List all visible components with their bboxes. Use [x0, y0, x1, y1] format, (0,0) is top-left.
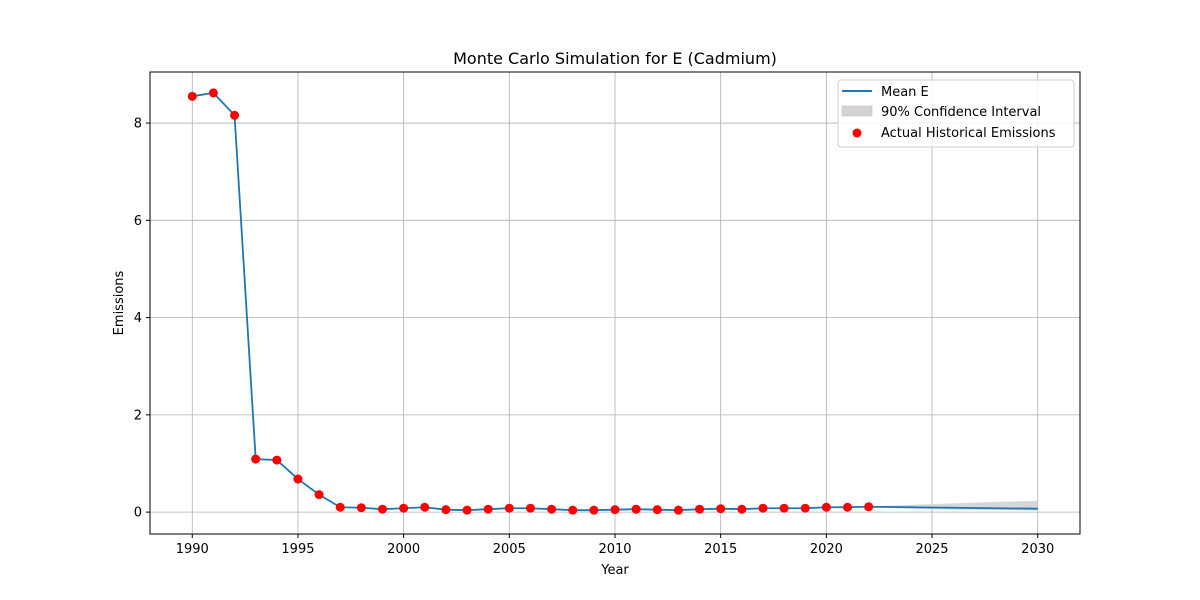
scatter-point	[314, 490, 324, 500]
scatter-point	[864, 502, 874, 512]
x-tick-label: 2015	[704, 542, 737, 557]
scatter-point	[758, 503, 768, 513]
x-tick-label: 2005	[493, 542, 526, 557]
x-tick-label: 1995	[281, 542, 314, 557]
scatter-point	[420, 502, 430, 512]
scatter-point	[293, 474, 303, 484]
x-tick-label: 2000	[387, 542, 420, 557]
scatter-point	[272, 455, 282, 465]
scatter-point	[504, 503, 514, 513]
scatter-point	[399, 503, 409, 513]
x-axis-label: Year	[600, 563, 629, 578]
scatter-point	[187, 91, 197, 101]
legend-mean-label: Mean E	[881, 85, 929, 100]
scatter-point	[652, 505, 662, 515]
scatter-point	[737, 504, 747, 514]
scatter-point	[251, 454, 261, 464]
x-tick-label: 2020	[810, 542, 843, 557]
x-tick-label: 1990	[176, 542, 209, 557]
scatter-point	[631, 504, 641, 514]
x-tick-label: 2030	[1021, 542, 1054, 557]
scatter-point	[441, 505, 451, 515]
scatter-point	[589, 505, 599, 515]
scatter-point	[525, 503, 535, 513]
scatter-point	[779, 503, 789, 513]
scatter-point	[800, 503, 810, 513]
legend-band-label: 90% Confidence Interval	[881, 105, 1041, 120]
scatter-point	[230, 110, 240, 120]
scatter-point	[821, 502, 831, 512]
scatter-point	[843, 502, 852, 512]
legend-scatter-swatch	[852, 128, 862, 138]
scatter-point	[462, 505, 472, 515]
mean-line	[192, 92, 1038, 512]
axis-ticks: 1990 1995 2000 2005 2010 2015 2020 2025 2030 0 2 4 6…	[134, 117, 1055, 557]
y-tick-label: 4	[134, 311, 142, 326]
legend-box	[837, 79, 1075, 148]
mean-line-layer	[192, 92, 1038, 512]
legend-scatter-label: Actual Historical Emissions	[881, 126, 1056, 141]
scatter-point	[673, 505, 683, 515]
legend: Mean E 90% Confidence Interval Actual Hi…	[837, 79, 1075, 148]
y-tick-label: 6	[134, 214, 142, 229]
y-tick-label: 0	[134, 506, 142, 521]
scatter-point	[568, 505, 578, 515]
y-tick-label: 2	[134, 408, 142, 423]
scatter-point	[356, 503, 366, 513]
scatter-layer	[187, 88, 874, 515]
scatter-point	[716, 504, 726, 514]
scatter-point	[695, 504, 705, 514]
x-tick-label: 2025	[915, 542, 948, 557]
scatter-point	[378, 504, 387, 514]
x-tick-label: 2010	[598, 542, 631, 557]
chart-title: Monte Carlo Simulation for E (Cadmium)	[453, 49, 777, 68]
y-axis-label: Emissions	[112, 270, 127, 335]
scatter-point	[547, 504, 557, 514]
scatter-point	[483, 504, 493, 514]
scatter-point	[610, 505, 620, 515]
legend-band-swatch	[841, 105, 873, 117]
y-tick-label: 8	[134, 117, 142, 132]
scatter-point	[208, 88, 218, 98]
scatter-point	[335, 502, 345, 512]
